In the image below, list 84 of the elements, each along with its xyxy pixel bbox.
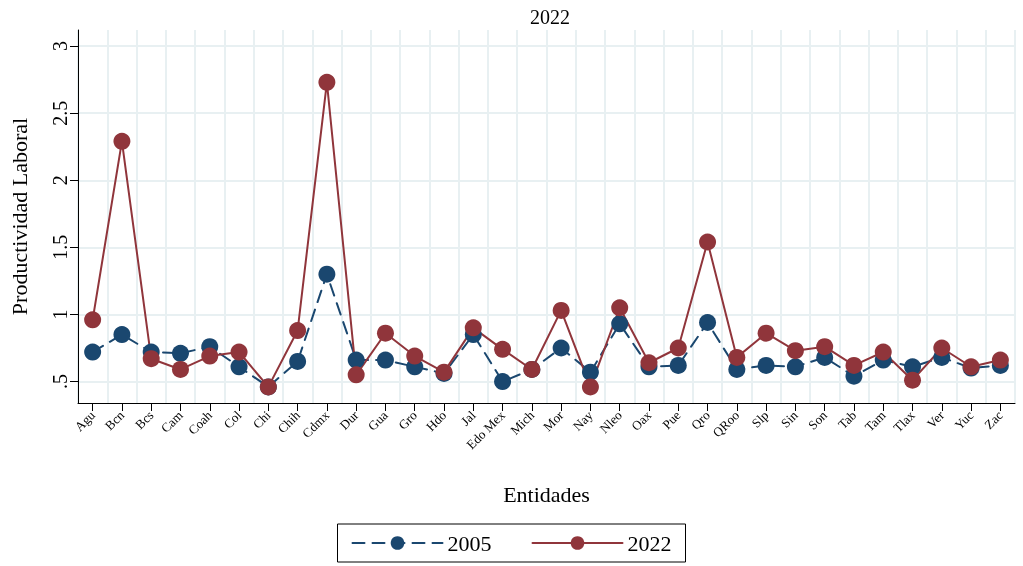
point (230, 343, 248, 361)
point (142, 350, 160, 368)
point (376, 351, 394, 369)
legend-label: 2005 (447, 530, 492, 556)
x-tick-label: Pue (659, 407, 684, 433)
point (757, 324, 775, 342)
point (552, 339, 570, 357)
point (874, 343, 892, 361)
point (84, 343, 102, 361)
x-tick-label: Bcn (101, 407, 128, 434)
point (581, 378, 599, 396)
point (552, 301, 570, 319)
point (611, 315, 629, 333)
x-tick-label: Son (805, 407, 831, 433)
point (376, 324, 394, 342)
point (669, 356, 687, 374)
x-tick-label: Gro (395, 407, 421, 433)
x-tick-label: Col (220, 407, 245, 432)
x-tick-label: Ver (923, 407, 948, 432)
point (494, 373, 512, 391)
point (669, 339, 687, 357)
x-tick-label: Oax (628, 407, 655, 434)
x-tick-label: Tlax (890, 407, 919, 436)
y-tick-label: .5 (49, 374, 71, 390)
point (494, 340, 512, 358)
x-tick-label: Agu (71, 407, 99, 435)
x-tick-label: Mor (540, 407, 567, 435)
point (699, 314, 717, 331)
y-tick-label: 1.5 (49, 234, 71, 260)
point (84, 311, 102, 329)
x-tick-label: Chih (274, 407, 304, 437)
y-tick-label: 1 (49, 309, 71, 320)
point (845, 356, 863, 374)
point (581, 363, 599, 381)
point (611, 299, 629, 317)
x-tick-label: Nay (569, 407, 597, 434)
chart-title: 2022 (530, 6, 570, 28)
x-tick-label: Yuc (951, 407, 977, 433)
point (640, 354, 658, 372)
y-tick-label: 2 (49, 175, 71, 186)
point (289, 352, 307, 370)
x-tick-label: Tab (835, 407, 860, 432)
legend-label: 2022 (627, 530, 672, 556)
point (786, 358, 804, 376)
point (172, 344, 189, 362)
point (230, 358, 248, 376)
point (728, 348, 746, 366)
x-tick-label: Slp (748, 407, 772, 431)
point (201, 347, 219, 365)
point (289, 322, 307, 340)
point (172, 360, 189, 378)
x-tick-label: Hdo (422, 407, 450, 435)
x-tick-label: Qro (687, 407, 713, 433)
point (318, 73, 336, 91)
point (113, 326, 131, 344)
point (406, 347, 424, 365)
point (699, 233, 717, 251)
point (347, 351, 365, 369)
point (991, 351, 1009, 369)
x-tick-label: Nleo (596, 407, 626, 437)
x-axis-title: Entidades (503, 481, 590, 507)
x-tick-label: Cam (157, 407, 186, 436)
x-tick-label: Zac (981, 407, 1006, 433)
point (904, 371, 922, 389)
y-tick-label: 2.5 (49, 100, 71, 126)
x-tick-label: Sin (777, 407, 802, 431)
x-tick-label: Dur (336, 407, 362, 433)
x-tick-label: Gua (364, 407, 391, 434)
point (318, 265, 336, 283)
y-axis-title: Productividad Laboral (6, 117, 32, 316)
x-tick-label: Chi (249, 407, 274, 432)
point (786, 342, 804, 360)
x-tick-label: Jal (457, 407, 479, 429)
x-tick-label: Coah (185, 407, 216, 438)
point (464, 319, 482, 337)
point (933, 339, 951, 357)
x-tick-label: Mich (507, 407, 538, 438)
point (816, 338, 834, 356)
point (347, 366, 365, 384)
y-tick-label: 3 (49, 41, 71, 52)
x-tick-label: Tam (861, 407, 889, 435)
point (757, 356, 775, 374)
x-tick-label: Bcs (132, 407, 157, 433)
point (113, 132, 131, 150)
